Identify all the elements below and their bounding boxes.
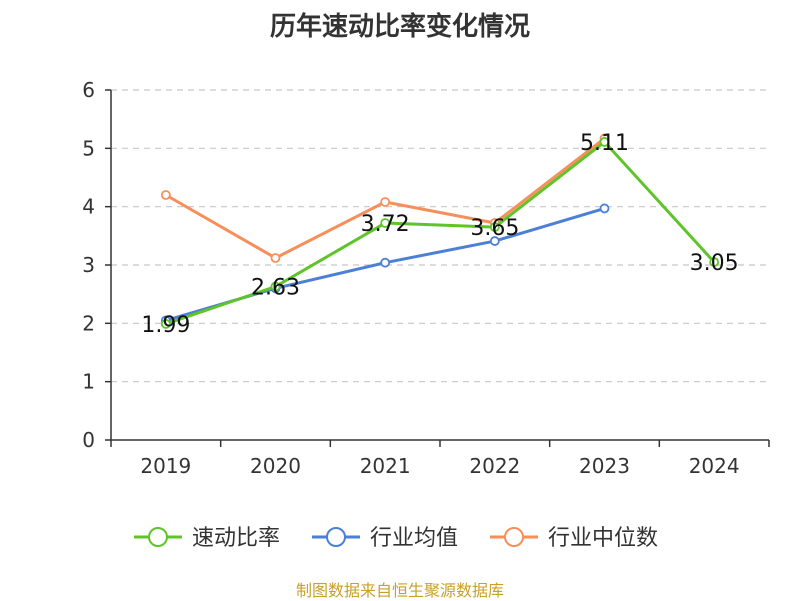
legend-marker [504,527,524,547]
series-marker [380,257,391,268]
legend-label: 行业均值 [370,526,458,551]
legend-label: 速动比率 [192,526,280,551]
series-marker [270,281,281,292]
x-tick-label: 2019 [140,454,191,478]
source-note: 制图数据来自恒生聚源数据库 [295,581,504,600]
data-label: 1.99 [141,313,190,338]
series-marker [489,236,500,246]
series-marker [709,257,720,267]
series-layer [160,133,720,329]
legend-item[interactable]: 速动比率 [134,526,280,551]
data-label: 5.11 [580,131,629,156]
series-marker [599,137,610,147]
legend[interactable]: 速动比率 行业均值 行业中位数 [134,526,658,551]
series-marker [160,319,171,329]
chart-title: 历年速动比率变化情况 [269,12,530,42]
data-label: 3.72 [361,212,410,237]
y-tick-label: 4 [82,195,95,219]
series-marker [270,253,281,263]
y-tick-label: 0 [82,428,95,452]
axis-layer: 0 1 2 3 4 5 6 2019 2020 2021 2022 2023 2024 [82,78,770,478]
legend-marker [148,527,168,547]
y-tick-label: 1 [82,370,95,394]
series-marker [160,190,171,200]
legend-item[interactable]: 行业中位数 [490,526,658,551]
data-label: 3.65 [470,216,519,241]
data-label-layer: 1.99 2.63 3.72 3.65 5.11 3.05 [141,131,738,338]
series-marker [380,197,391,207]
legend-label: 行业中位数 [548,526,658,551]
x-tick-label: 2023 [579,454,630,478]
series-marker [489,222,500,232]
data-label: 2.63 [251,276,300,301]
data-label: 3.05 [690,251,739,276]
x-tick-label: 2020 [250,454,301,478]
x-tick-label: 2022 [469,454,520,478]
y-tick-label: 3 [82,253,95,277]
legend-item[interactable]: 行业均值 [312,526,458,551]
y-tick-label: 6 [82,78,95,102]
y-tick-label: 2 [82,311,95,335]
x-tick-label: 2024 [689,454,740,478]
legend-marker [326,527,346,547]
series-line [165,140,716,326]
grid-layer [111,89,769,383]
series-marker [380,218,391,228]
x-tick-label: 2021 [360,454,411,478]
y-tick-label: 5 [82,136,95,160]
series-marker [599,203,610,214]
